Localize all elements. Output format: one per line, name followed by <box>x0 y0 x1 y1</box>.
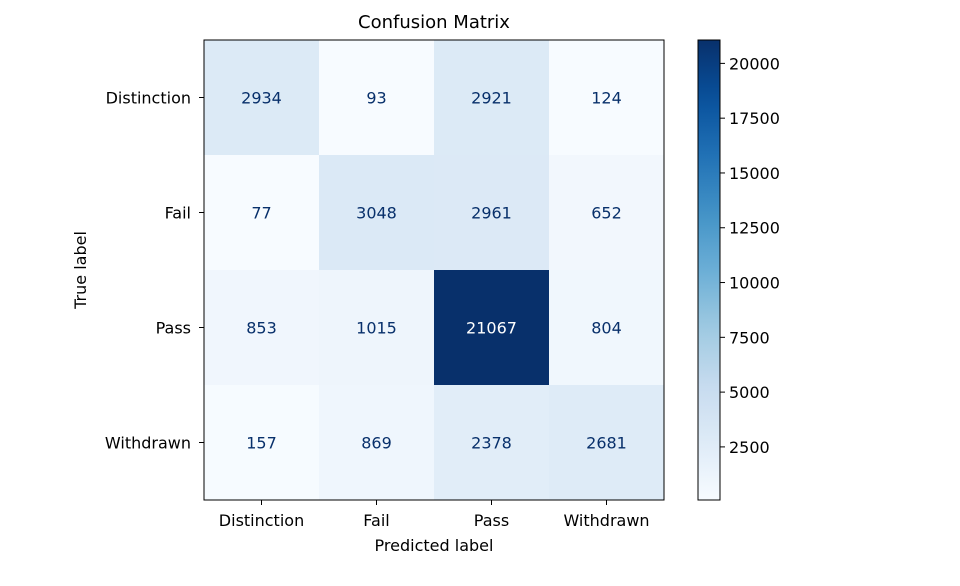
heatmap-cells <box>204 40 664 500</box>
colorbar-tick-label: 12500 <box>729 219 780 238</box>
y-axis-ticks: Distinction Fail Pass Withdrawn <box>105 89 204 453</box>
cell-value-label: 93 <box>366 89 386 108</box>
x-tick-label: Distinction <box>219 511 304 530</box>
cell-value-label: 157 <box>246 434 277 453</box>
y-tick-label: Withdrawn <box>105 434 191 453</box>
heatmap-cell-labels: 2934 93 2921 124 77 3048 2961 652 853 1015 21067 80… <box>241 89 627 453</box>
chart-title: Confusion Matrix <box>358 12 510 33</box>
x-tick-label: Withdrawn <box>563 511 649 530</box>
heatmap-cell <box>204 270 319 385</box>
cell-value-label: 804 <box>591 319 622 338</box>
cell-value-label: 21067 <box>466 319 517 338</box>
heatmap-cell <box>434 385 549 500</box>
heatmap-cell <box>549 155 664 270</box>
cell-value-label: 2961 <box>471 204 512 223</box>
y-tick-label: Pass <box>156 319 191 338</box>
heatmap-cell <box>319 270 434 385</box>
heatmap-cell <box>549 385 664 500</box>
x-axis-label: Predicted label <box>375 536 494 555</box>
colorbar-ticks: 2500 5000 7500 10000 12500 15000 17500 20000 <box>720 54 780 457</box>
x-axis-ticks: Distinction Fail Pass Withdrawn <box>219 500 650 530</box>
heatmap-cell <box>319 385 434 500</box>
cell-value-label: 2681 <box>586 434 627 453</box>
cell-value-label: 2378 <box>471 434 512 453</box>
cell-value-label: 2921 <box>471 89 512 108</box>
heatmap-cell <box>549 270 664 385</box>
cell-value-label: 124 <box>591 89 622 108</box>
cell-value-label: 869 <box>361 434 392 453</box>
cell-value-label: 853 <box>246 319 277 338</box>
heatmap-cell <box>319 40 434 155</box>
x-tick-label: Pass <box>474 511 509 530</box>
cell-value-label: 3048 <box>356 204 397 223</box>
heatmap-cell <box>434 270 549 385</box>
y-tick-label: Fail <box>165 204 191 223</box>
colorbar-tick-label: 17500 <box>729 109 780 128</box>
colorbar-tick-label: 7500 <box>729 328 770 347</box>
heatmap-cell <box>319 155 434 270</box>
colorbar-tick-label: 15000 <box>729 164 780 183</box>
heatmap-cell <box>434 155 549 270</box>
heatmap-cell <box>204 385 319 500</box>
heatmap-cell <box>549 40 664 155</box>
plot-frame <box>203 39 665 501</box>
cell-value-label: 1015 <box>356 319 397 338</box>
heatmap-cell <box>204 40 319 155</box>
cell-value-label: 77 <box>251 204 271 223</box>
colorbar-tick-label: 5000 <box>729 383 770 402</box>
cell-value-label: 2934 <box>241 89 282 108</box>
colorbar-tick-label: 20000 <box>729 54 780 73</box>
y-axis-label: True label <box>71 231 90 310</box>
colorbar-tick-label: 2500 <box>729 438 770 457</box>
x-tick-label: Fail <box>363 511 389 530</box>
y-tick-label: Distinction <box>106 89 191 108</box>
heatmap-cell <box>434 40 549 155</box>
cell-value-label: 652 <box>591 204 622 223</box>
colorbar <box>697 39 721 501</box>
colorbar-tick-label: 10000 <box>729 274 780 293</box>
heatmap-cell <box>204 155 319 270</box>
